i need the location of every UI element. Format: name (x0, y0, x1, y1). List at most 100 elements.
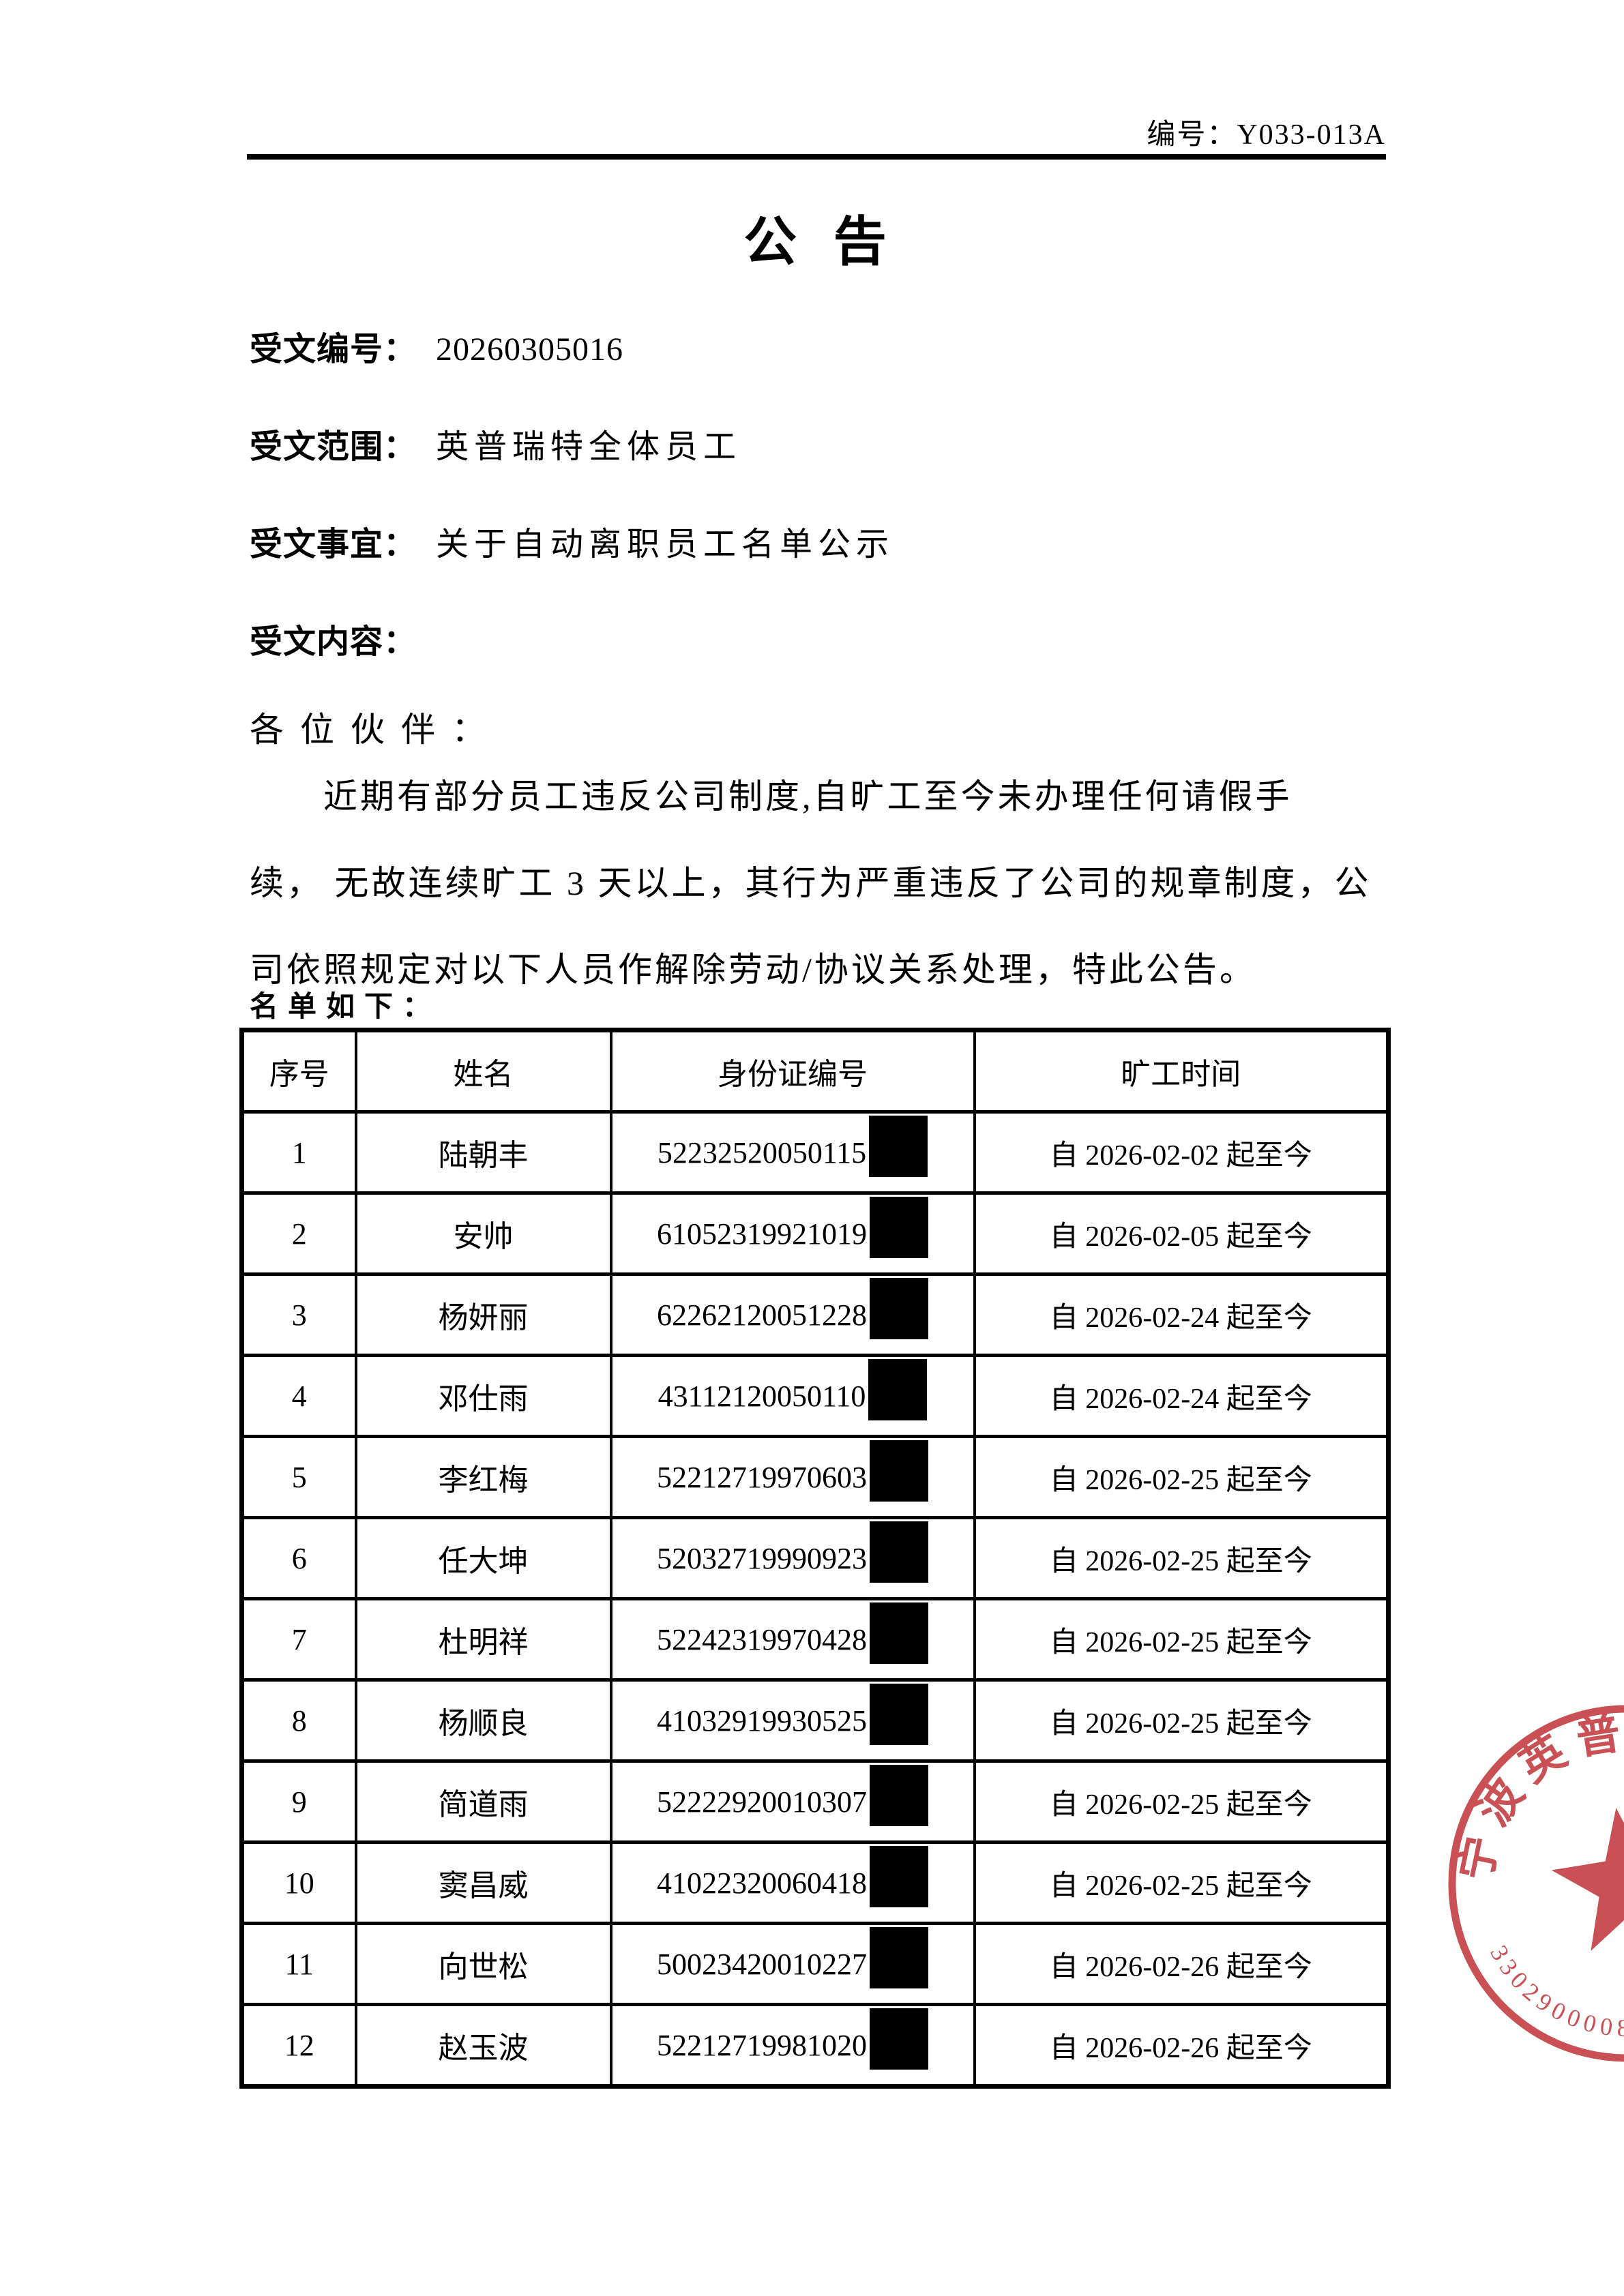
cell-name: 杨顺良 (354, 1678, 612, 1763)
meta-row-scope: 受文范围： 英普瑞特全体员工 (250, 419, 1409, 465)
cell-id: 41022320060418 (609, 1840, 976, 1925)
cell-period: 自 2026-02-26 起至今 (973, 2003, 1390, 2088)
cell-period: 自 2026-02-25 起至今 (973, 1678, 1390, 1763)
cell-index: 1 (240, 1110, 357, 1195)
col-header-id: 身份证编号 (609, 1028, 976, 1114)
meta-row-content: 受文内容： (250, 614, 1409, 660)
cell-period: 自 2026-02-24 起至今 (973, 1272, 1390, 1357)
cell-index: 7 (240, 1597, 357, 1682)
cell-index: 9 (240, 1759, 357, 1844)
id-digits: 52212719970603 (657, 1460, 867, 1494)
cell-period: 自 2026-02-26 起至今 (973, 1922, 1390, 2006)
meta-row-subject: 受文事宜： 关于自动离职员工名单公示 (250, 517, 1409, 563)
col-header-period: 旷工时间 (973, 1028, 1390, 1114)
redaction-box (870, 1521, 928, 1583)
table-row: 2 安帅 61052319921019 自 2026-02-05 起至今 (240, 1191, 1390, 1276)
cell-index: 5 (240, 1435, 357, 1519)
id-digits: 50023420010227 (657, 1947, 867, 1981)
cell-id: 52242319970428 (609, 1597, 976, 1682)
seal-star-icon (1551, 1808, 1624, 1951)
seal-arc-text: 宁波英普瑞特 (1431, 1691, 1624, 1892)
cell-id: 52212719970603 (609, 1435, 976, 1519)
cell-id: 41032919930525 (609, 1678, 976, 1763)
redaction-box (870, 1440, 928, 1502)
redaction-box (870, 1684, 928, 1745)
cell-index: 6 (240, 1516, 357, 1600)
cell-period: 自 2026-02-25 起至今 (973, 1435, 1390, 1519)
id-digits: 61052319921019 (657, 1217, 867, 1251)
cell-period: 自 2026-02-05 起至今 (973, 1191, 1390, 1276)
table-header-row: 序号 姓名 身份证编号 旷工时间 (240, 1028, 1390, 1114)
cell-name: 李红梅 (354, 1435, 612, 1519)
cell-name: 赵玉波 (354, 2003, 612, 2088)
redaction-box (870, 1602, 928, 1664)
id-digits: 52212719981020 (657, 2028, 867, 2062)
redaction-box (870, 1927, 928, 1988)
meta-value: 英普瑞特全体员工 (436, 429, 742, 465)
cell-period: 自 2026-02-24 起至今 (973, 1354, 1390, 1438)
col-header-index: 序号 (240, 1028, 357, 1114)
col-header-name: 姓名 (354, 1028, 612, 1114)
cell-index: 8 (240, 1678, 357, 1763)
id-digits: 43112120050110 (658, 1379, 866, 1413)
id-digits: 52232520050115 (657, 1135, 867, 1169)
cell-period: 自 2026-02-25 起至今 (973, 1759, 1390, 1844)
cell-index: 12 (240, 2003, 357, 2088)
body-paragraph-line: 近期有部分员工违反公司制度,自旷工至今未办理任何请假手 (323, 777, 1293, 816)
cell-name: 安帅 (354, 1191, 612, 1276)
redaction-box (870, 1197, 928, 1258)
cell-name: 向世松 (354, 1922, 612, 2006)
cell-name: 陆朝丰 (354, 1110, 612, 1195)
redaction-box (869, 1116, 928, 1177)
company-seal: 宁波英普瑞特 3302900008708 (1431, 1691, 1624, 2062)
cell-name: 杜明祥 (354, 1597, 612, 1682)
redaction-box (870, 1278, 928, 1339)
redaction-box (868, 1359, 928, 1420)
cell-index: 3 (240, 1272, 357, 1357)
table-row: 1 陆朝丰 52232520050115 自 2026-02-02 起至今 (240, 1110, 1390, 1195)
table-row: 4 邓仕雨 43112120050110 自 2026-02-24 起至今 (240, 1354, 1390, 1438)
cell-name: 任大坤 (354, 1516, 612, 1600)
cell-index: 4 (240, 1354, 357, 1438)
body-paragraph-line: 续， 无故连续旷工 3 天以上，其行为严重违反了公司的规章制度，公 (250, 864, 1372, 902)
cell-period: 自 2026-02-25 起至今 (973, 1516, 1390, 1600)
cell-period: 自 2026-02-25 起至今 (973, 1840, 1390, 1925)
meta-row-doc-id: 受文编号： 20260305016 (250, 322, 1409, 368)
table-row: 9 简道雨 52222920010307 自 2026-02-25 起至今 (240, 1759, 1390, 1844)
redaction-box (870, 1765, 928, 1826)
cell-index: 2 (240, 1191, 357, 1276)
cell-id: 62262120051228 (609, 1272, 976, 1357)
cell-id: 52212719981020 (609, 2003, 976, 2088)
redaction-box (870, 2008, 928, 2070)
list-intro: 名单如下： (250, 992, 441, 1023)
cell-period: 自 2026-02-02 起至今 (973, 1110, 1390, 1195)
table-row: 7 杜明祥 52242319970428 自 2026-02-25 起至今 (240, 1597, 1390, 1682)
cell-name: 窦昌威 (354, 1840, 612, 1925)
header-divider (247, 154, 1386, 160)
table-row: 3 杨妍丽 62262120051228 自 2026-02-24 起至今 (240, 1272, 1390, 1357)
doc-number: 编号：Y033-013A (1147, 119, 1386, 151)
table-row: 11 向世松 50023420010227 自 2026-02-26 起至今 (240, 1922, 1390, 2006)
id-digits: 41022320060418 (657, 1866, 867, 1900)
cell-name: 简道雨 (354, 1759, 612, 1844)
cell-index: 11 (240, 1922, 357, 2006)
cell-name: 杨妍丽 (354, 1272, 612, 1357)
id-digits: 52242319970428 (657, 1622, 867, 1656)
salutation: 各位伙伴： (250, 711, 502, 749)
table-row: 12 赵玉波 52212719981020 自 2026-02-26 起至今 (240, 2003, 1390, 2088)
meta-value: 关于自动离职员工名单公示 (436, 526, 895, 563)
id-digits: 52032719990923 (657, 1541, 867, 1575)
cell-id: 52222920010307 (609, 1759, 976, 1844)
meta-label: 受文内容： (250, 624, 417, 660)
id-digits: 52222920010307 (657, 1785, 867, 1819)
meta-label: 受文范围： (250, 429, 417, 465)
cell-index: 10 (240, 1840, 357, 1925)
absentee-table: 序号 姓名 身份证编号 旷工时间 1 陆朝丰 52232520050115 自 … (239, 1028, 1391, 2089)
cell-id: 50023420010227 (609, 1922, 976, 2006)
cell-id: 43112120050110 (609, 1354, 976, 1438)
seal-ring (1448, 1705, 1624, 2062)
cell-period: 自 2026-02-25 起至今 (973, 1597, 1390, 1682)
cell-id: 61052319921019 (609, 1191, 976, 1276)
cell-id: 52032719990923 (609, 1516, 976, 1600)
